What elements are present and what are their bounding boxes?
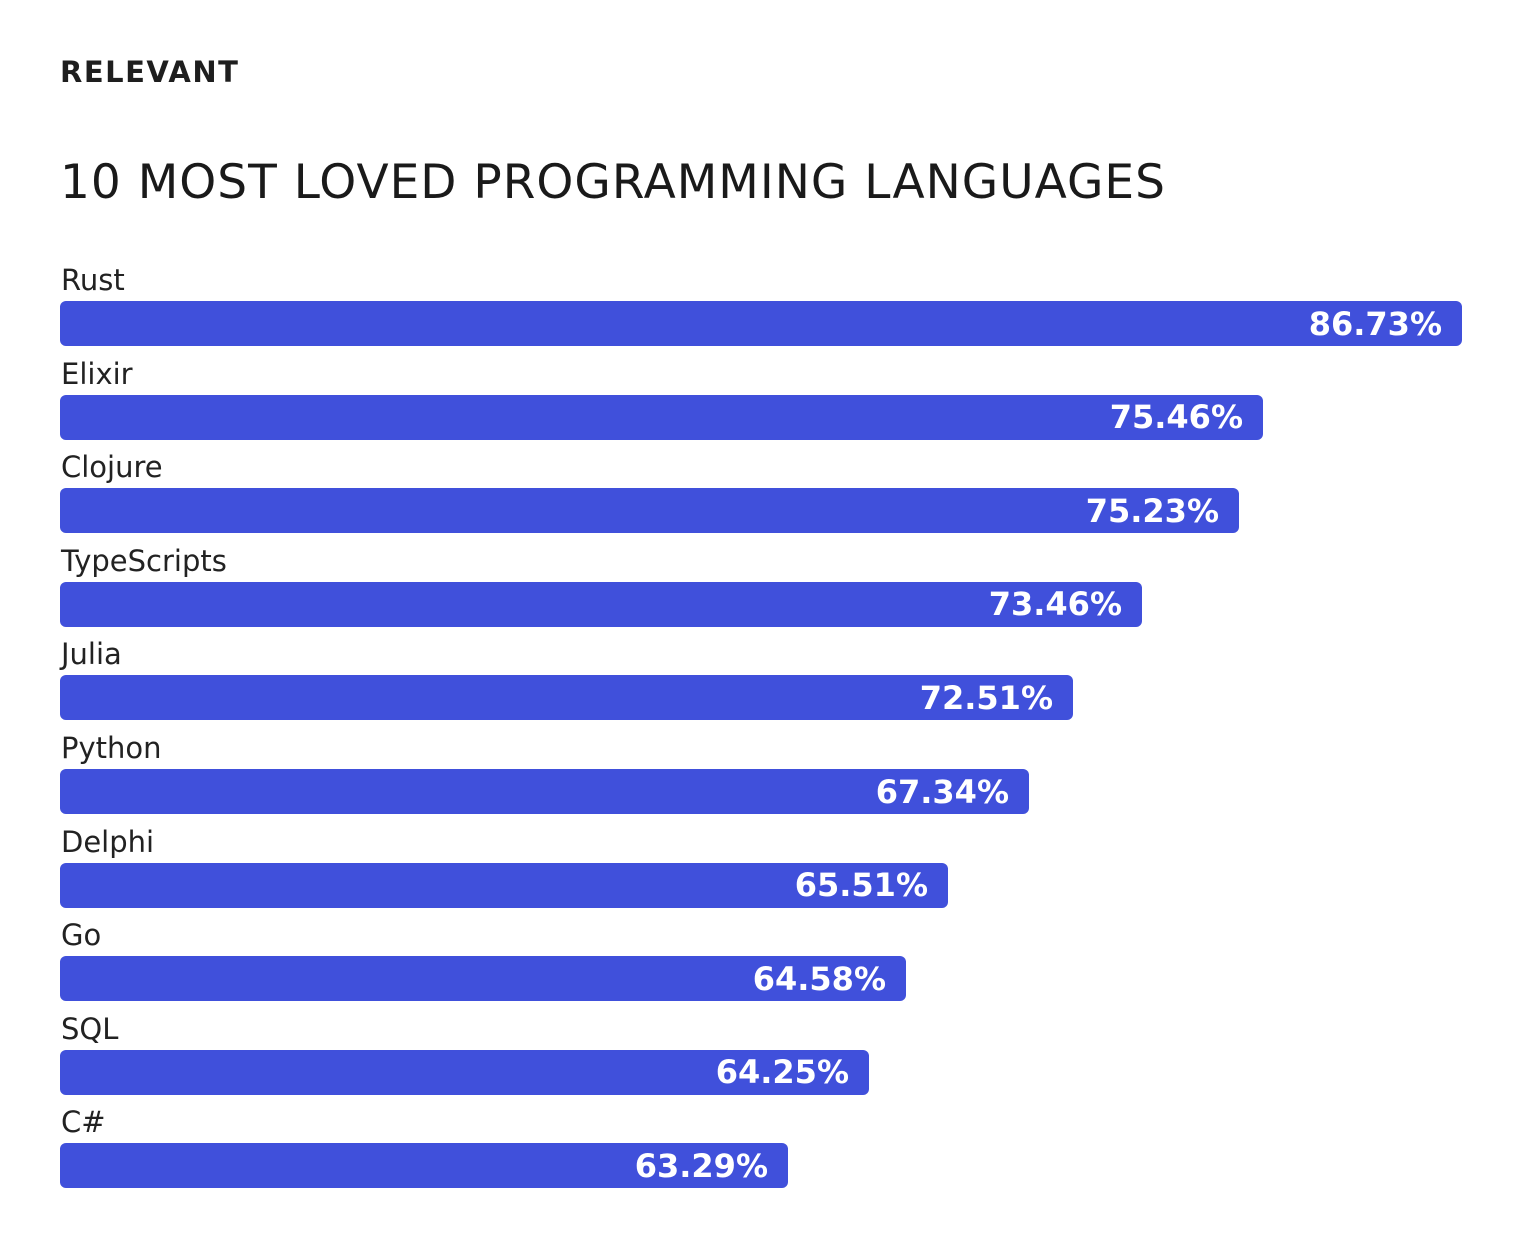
category-label: Go (61, 918, 102, 953)
data-label: 75.46% (1109, 398, 1243, 437)
data-label: 75.23% (1085, 491, 1219, 530)
category-label: Rust (61, 263, 125, 297)
category-label: Python (61, 731, 162, 765)
bar-go: 64.58% (60, 956, 906, 1002)
bar-sql: 64.25% (60, 1049, 869, 1095)
category-label: SQL (61, 1011, 119, 1046)
data-label: 64.58% (752, 959, 886, 998)
category-label: Julia (61, 637, 122, 672)
bar-delphi: 65.51% (60, 862, 948, 908)
data-label: 86.73% (1308, 304, 1442, 343)
chart-title: 10 MOST LOVED PROGRAMMING LANGUAGES (60, 155, 1166, 210)
data-label: 67.34% (875, 772, 1009, 811)
bar-python: 67.34% (60, 769, 1029, 814)
category-label: Delphi (61, 824, 155, 859)
category-label: TypeScripts (61, 543, 227, 578)
bar-julia: 72.51% (60, 675, 1073, 721)
data-label: 64.25% (715, 1053, 849, 1092)
bar-clojure: 75.23% (60, 488, 1239, 534)
category-label: Elixir (61, 356, 133, 391)
bar-rust: 86.73% (60, 301, 1462, 346)
bar-typescripts: 73.46% (60, 581, 1142, 627)
brand-logo: RELEVANT (60, 55, 240, 89)
category-label: Clojure (61, 450, 163, 485)
bar-c-: 63.29% (60, 1143, 788, 1189)
data-label: 73.46% (988, 585, 1122, 624)
data-label: 72.51% (919, 678, 1053, 717)
data-label: 65.51% (794, 866, 928, 905)
data-label: 63.29% (634, 1146, 768, 1185)
bar-elixir: 75.46% (60, 394, 1263, 440)
category-label: C# (61, 1105, 106, 1140)
